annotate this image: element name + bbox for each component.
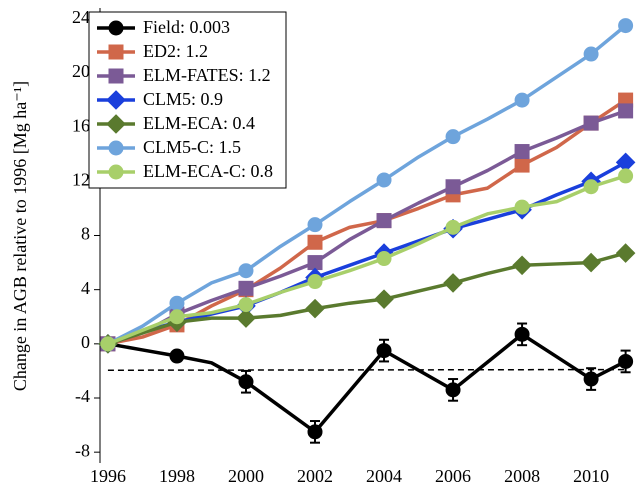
series-line: [107, 174, 627, 346]
marker: [108, 20, 124, 36]
marker: [307, 424, 323, 440]
marker: [376, 213, 392, 229]
marker: [100, 336, 116, 352]
marker: [307, 274, 323, 290]
marker: [238, 263, 254, 279]
marker: [106, 114, 126, 134]
x-tick-label: 2002: [297, 466, 333, 486]
y-tick-label: 16: [72, 115, 90, 135]
marker: [238, 280, 254, 296]
x-tick-label: 1998: [159, 466, 195, 486]
y-tick-label: 4: [81, 278, 90, 298]
marker: [583, 46, 599, 62]
marker: [583, 179, 599, 195]
marker: [514, 92, 530, 108]
x-tick-label: 1996: [90, 466, 126, 486]
marker: [445, 219, 461, 235]
y-tick-label: -4: [75, 386, 90, 406]
marker: [512, 255, 532, 276]
y-tick-label: -8: [75, 440, 90, 460]
marker: [445, 382, 461, 398]
x-tick-label: 2010: [573, 466, 609, 486]
y-tick-label: 24: [72, 7, 90, 27]
y-tick-label: 0: [81, 332, 90, 352]
marker: [108, 44, 124, 60]
legend-label: ELM-FATES: 1.2: [143, 65, 271, 85]
x-tick-label: 2004: [366, 466, 402, 486]
series-line: [107, 160, 627, 346]
marker: [236, 308, 256, 328]
x-tick-label: 2008: [504, 466, 540, 486]
y-tick-label: 8: [81, 224, 90, 244]
marker: [581, 252, 601, 273]
x-tick-label: 2000: [228, 466, 264, 486]
y-tick-label: 20: [72, 61, 90, 81]
marker: [514, 326, 530, 342]
marker: [169, 309, 185, 325]
marker: [583, 115, 599, 131]
marker: [108, 164, 124, 180]
y-tick-label: 12: [72, 169, 90, 189]
marker: [169, 348, 185, 364]
marker: [376, 343, 392, 359]
legend-label: Field: 0.003: [143, 17, 230, 37]
marker: [583, 371, 599, 387]
legend-label: ELM-ECA: 0.4: [143, 113, 255, 133]
series-line: [107, 24, 627, 346]
marker: [169, 295, 185, 311]
marker: [108, 68, 124, 84]
legend-label: CLM5-C: 1.5: [143, 137, 241, 157]
legend-label: ED2: 1.2: [143, 41, 208, 61]
marker: [108, 140, 124, 156]
marker: [445, 179, 461, 195]
trend-line: [107, 368, 626, 371]
x-tick-label: 2006: [435, 466, 471, 486]
series-line: [107, 332, 627, 434]
marker: [514, 157, 530, 173]
marker: [307, 255, 323, 271]
marker: [514, 199, 530, 215]
marker: [443, 273, 463, 293]
series-line: [107, 109, 627, 346]
y-axis-label: Change in AGB relative to 1996 [Mg ha⁻¹]: [10, 81, 30, 391]
marker: [238, 374, 254, 390]
marker: [618, 18, 634, 34]
series-line: [107, 251, 627, 346]
marker: [374, 289, 394, 309]
marker: [305, 298, 325, 319]
marker: [615, 243, 636, 263]
marker: [106, 90, 126, 110]
marker: [238, 297, 254, 313]
marker: [618, 168, 634, 184]
marker: [376, 251, 392, 267]
marker: [445, 129, 461, 145]
legend: Field: 0.003 ED2: 1.2 ELM-FATES: 1.2 CLM5: …: [88, 11, 287, 189]
marker: [307, 234, 323, 250]
marker: [376, 172, 392, 188]
legend-label: ELM-ECA-C: 0.8: [143, 161, 273, 181]
marker: [618, 103, 634, 119]
marker: [514, 144, 530, 160]
legend-label: CLM5: 0.9: [143, 89, 223, 109]
marker: [618, 353, 634, 369]
marker: [307, 217, 323, 233]
